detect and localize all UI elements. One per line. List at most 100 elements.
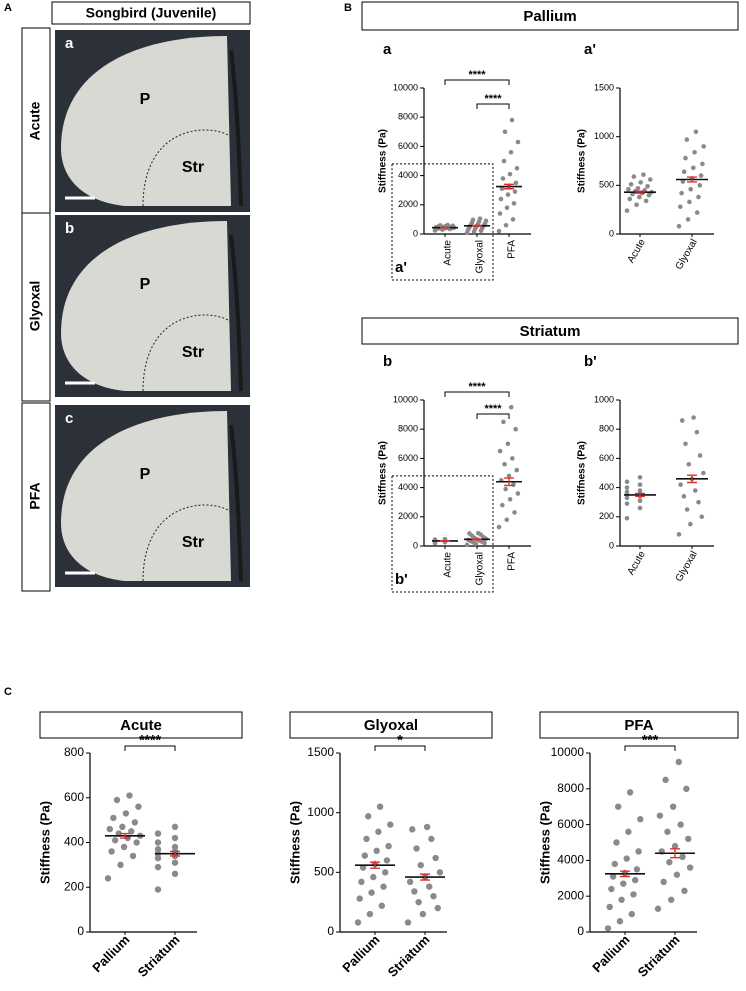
data-point	[688, 521, 693, 527]
data-point	[358, 878, 365, 886]
data-point	[113, 796, 121, 804]
significance-label: ****	[468, 69, 486, 81]
data-point	[637, 816, 644, 823]
data-point	[108, 848, 115, 855]
y-axis-label: Stiffness (Pa)	[37, 801, 52, 884]
data-point	[609, 873, 617, 880]
data-point	[378, 902, 385, 909]
data-point	[512, 189, 518, 194]
data-point	[701, 470, 706, 476]
data-point	[616, 918, 624, 925]
data-point	[117, 861, 124, 869]
data-point	[624, 489, 630, 495]
chart-title-box	[39, 711, 243, 739]
condition-label: PFA	[27, 482, 43, 509]
panel-letter: B	[344, 2, 352, 14]
data-point	[501, 158, 507, 164]
data-point	[135, 803, 142, 810]
chart-title-box	[289, 711, 493, 739]
data-point	[662, 776, 669, 784]
y-tick-label: 4000	[398, 170, 418, 180]
data-point	[628, 182, 634, 187]
data-point	[694, 429, 700, 435]
data-point	[504, 517, 510, 523]
data-point	[380, 883, 387, 890]
x-tick-label: Acute	[443, 552, 454, 578]
data-point	[632, 876, 639, 884]
data-point	[514, 166, 520, 171]
data-point	[515, 139, 521, 145]
photo-label: c	[65, 410, 73, 427]
data-point	[684, 507, 690, 512]
data-point	[608, 885, 615, 893]
y-tick-label: 0	[577, 924, 584, 938]
data-point	[668, 896, 675, 903]
data-point	[171, 834, 179, 842]
y-tick-label: 8000	[398, 112, 418, 122]
data-point	[361, 852, 368, 859]
data-point	[604, 925, 612, 932]
data-point	[683, 785, 690, 792]
data-point	[635, 185, 641, 191]
photo-label: b	[65, 220, 74, 237]
y-tick-label: 500	[314, 865, 334, 879]
data-point	[624, 515, 630, 521]
data-point	[370, 873, 377, 881]
x-tick-label: Pallium	[89, 932, 132, 975]
data-point	[630, 891, 637, 898]
data-point	[694, 210, 700, 215]
data-point	[677, 821, 684, 828]
data-point	[428, 835, 435, 843]
sem-bar	[504, 183, 514, 190]
data-point	[683, 155, 688, 161]
sem-bar	[635, 492, 645, 498]
data-point	[624, 479, 630, 485]
data-point	[375, 828, 382, 835]
data-point	[697, 453, 703, 458]
data-point	[506, 473, 512, 479]
significance-label: ****	[139, 732, 161, 748]
y-tick-label: 1000	[307, 805, 334, 819]
data-point	[368, 889, 375, 896]
data-point	[508, 405, 514, 410]
y-tick-label: 800	[599, 424, 614, 434]
sem-bar	[370, 861, 380, 869]
striatum-border	[142, 314, 236, 392]
data-point	[382, 869, 389, 876]
y-tick-label: 10000	[393, 82, 418, 92]
y-axis-label: Stiffness (Pa)	[577, 441, 588, 505]
data-point	[671, 842, 679, 850]
data-point	[660, 878, 667, 886]
data-point	[675, 758, 682, 766]
striatum-border	[142, 129, 236, 207]
data-point	[171, 870, 179, 878]
data-point	[635, 848, 642, 855]
panel-label: b'	[584, 353, 597, 370]
significance-bracket	[476, 413, 510, 419]
x-tick-label: Glyoxal	[475, 552, 486, 585]
data-point	[126, 792, 133, 799]
x-tick-label: PFA	[507, 552, 518, 571]
data-point	[477, 216, 483, 221]
data-point	[681, 887, 688, 895]
data-point	[611, 860, 618, 868]
y-axis-label: Stiffness (Pa)	[287, 801, 302, 884]
region-label: P	[140, 276, 151, 293]
inset-box	[391, 163, 494, 281]
data-point	[154, 839, 162, 846]
panel-letter: C	[4, 686, 12, 698]
data-point	[637, 505, 643, 511]
y-tick-label: 400	[64, 835, 84, 849]
region-label: P	[140, 466, 151, 483]
data-point	[513, 180, 519, 186]
sem-bar	[620, 870, 630, 878]
data-point	[496, 228, 502, 234]
data-point	[679, 853, 686, 861]
data-point	[638, 180, 643, 185]
data-point	[623, 855, 630, 862]
significance-bracket	[476, 103, 510, 109]
data-point	[497, 448, 503, 454]
label-box	[21, 212, 51, 402]
data-point	[502, 461, 507, 467]
